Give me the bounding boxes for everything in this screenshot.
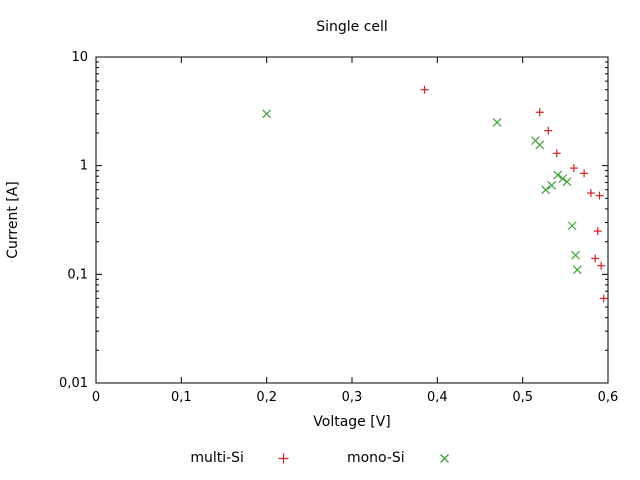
legend-label-mono-si: mono-Si xyxy=(346,450,405,466)
legend-item-mono-si: mono-Si xyxy=(347,450,450,466)
y-tick-label: 10 xyxy=(71,50,88,65)
x-tick-label: 0,2 xyxy=(256,390,277,405)
data-point xyxy=(553,170,563,180)
y-axis-label: Current [A] xyxy=(5,181,21,259)
y-tick-label: 0,01 xyxy=(59,376,88,391)
data-point xyxy=(562,177,572,187)
data-point xyxy=(531,136,540,146)
y-tick-label: 1 xyxy=(80,159,88,174)
x-tick-label: 0,5 xyxy=(512,390,533,405)
x-tick-label: 0 xyxy=(92,390,100,405)
data-point xyxy=(571,250,580,260)
plot-border xyxy=(95,56,609,384)
data-point xyxy=(572,265,582,275)
data-point xyxy=(262,109,272,119)
legend-item-multi-si: multi-Si xyxy=(190,450,289,466)
cross-marker-icon xyxy=(439,453,449,463)
x-tick-label: 0,4 xyxy=(427,390,448,405)
chart-title: Single cell xyxy=(316,19,388,35)
series-multi-Si xyxy=(420,85,608,303)
series-mono-Si xyxy=(262,109,582,275)
x-tick-label: 0,1 xyxy=(171,390,192,405)
legend-label-multi-si: multi-Si xyxy=(190,450,244,466)
data-point xyxy=(567,221,577,231)
legend: multi-Si mono-Si xyxy=(0,450,640,466)
data-point xyxy=(547,180,557,190)
data-points xyxy=(262,85,608,303)
x-axis-label: Voltage [V] xyxy=(313,414,390,430)
plot-frame xyxy=(95,56,609,384)
data-point xyxy=(535,140,545,150)
x-tick-label: 0,6 xyxy=(598,390,619,405)
axis-ticks: 0 0,1 0,2 0,3 0,4 0,5 0,6 0,01 0,1 1 10 xyxy=(59,50,618,405)
data-point xyxy=(492,117,502,127)
y-tick-label: 0,1 xyxy=(67,267,88,282)
data-point xyxy=(541,185,551,195)
x-tick-label: 0,3 xyxy=(342,390,363,405)
plus-marker-icon xyxy=(278,453,289,463)
data-point xyxy=(558,174,568,184)
